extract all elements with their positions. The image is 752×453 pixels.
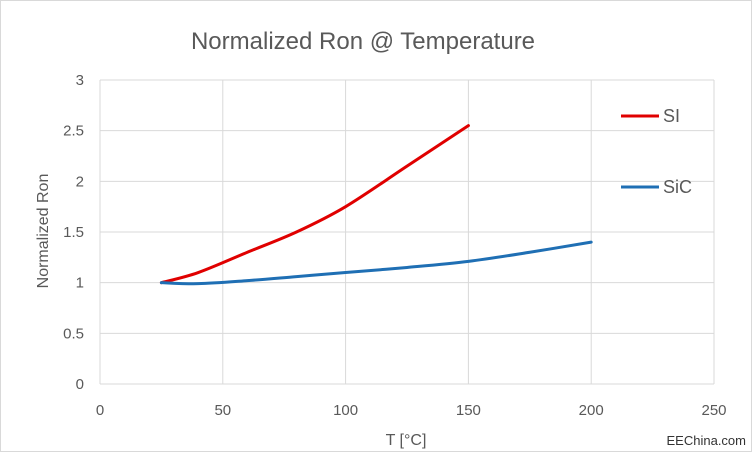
y-tick-label: 3: [76, 72, 84, 89]
x-axis-label: T [°C]: [386, 432, 427, 449]
legend-label-sic: SiC: [663, 177, 692, 197]
series-lines: [159, 124, 593, 286]
x-tick-label: 0: [96, 402, 104, 419]
y-tick-label: 0: [76, 376, 84, 393]
y-tick-label: 2.5: [63, 123, 84, 140]
x-tick-label: 200: [579, 402, 604, 419]
y-axis-label: Normalized Ron: [35, 174, 52, 289]
legend-label-si: SI: [663, 106, 680, 126]
y-tick-label: 0.5: [63, 325, 84, 342]
grid: [99, 79, 715, 385]
x-tick-label: 50: [214, 402, 231, 419]
series-line-si: [159, 124, 470, 285]
y-tick-label: 1: [76, 275, 84, 292]
chart-title: Normalized Ron @ Temperature: [191, 28, 535, 55]
x-tick-label: 150: [456, 402, 481, 419]
y-tick-label: 2: [76, 173, 84, 190]
y-tick-label: 1.5: [63, 224, 84, 241]
tick-labels: 0 0.5 1 1.5 2 2.5 3 0 50 100 150 200 250: [63, 72, 726, 419]
x-tick-label: 250: [701, 402, 726, 419]
series-line-sic: [159, 240, 593, 286]
watermark: EEChina.com: [667, 433, 746, 448]
legend: SI SiC: [621, 106, 692, 197]
x-tick-label: 100: [333, 402, 358, 419]
